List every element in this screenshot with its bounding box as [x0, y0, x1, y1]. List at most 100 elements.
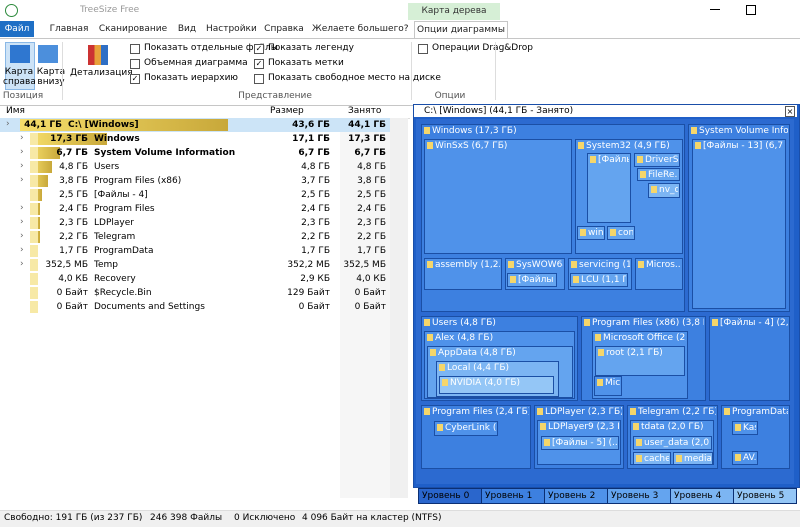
- expander[interactable]: ›: [20, 161, 24, 171]
- ribbon-tab[interactable]: Желаете большего?: [312, 24, 408, 34]
- checkbox-label[interactable]: Показать метки: [268, 58, 344, 68]
- treemap-node[interactable]: [634, 153, 680, 167]
- checkbox[interactable]: ✓: [130, 74, 140, 84]
- treemap-label: Telegram (2,2 ГБ): [638, 407, 716, 417]
- folder-icon: [590, 156, 596, 163]
- treemap-node[interactable]: [541, 436, 619, 450]
- ribbon-tab[interactable]: Сканирование: [98, 24, 168, 34]
- treemap-node[interactable]: [692, 139, 786, 309]
- item-name[interactable]: Program Files: [94, 204, 155, 214]
- bar-stub: [30, 147, 38, 159]
- checkbox[interactable]: [418, 44, 428, 54]
- ribbon-tab[interactable]: Файл: [0, 21, 34, 37]
- checkbox[interactable]: [254, 74, 264, 84]
- checkbox[interactable]: ✓: [254, 59, 264, 69]
- checkbox-label[interactable]: Показать легенду: [268, 43, 354, 53]
- treemap-label: System32 (4,9 ГБ): [586, 141, 670, 151]
- treemap-label: [Файлы - 4] (2,5 ГБ): [720, 318, 788, 328]
- checkbox-label[interactable]: Показать отдельные файлы: [144, 43, 278, 53]
- treemap-node[interactable]: [633, 452, 671, 465]
- checkbox-label[interactable]: Объемная диаграмма: [144, 58, 248, 68]
- checkbox-label[interactable]: Показать иерархию: [144, 73, 239, 83]
- item-name[interactable]: Users: [94, 162, 120, 172]
- treemap-label: SysWOW64 (1,...: [516, 260, 563, 270]
- item-name[interactable]: Temp: [94, 260, 118, 270]
- folder-icon: [573, 276, 579, 283]
- treemap-node[interactable]: [439, 376, 554, 394]
- detail-icon: [88, 45, 108, 65]
- column-header[interactable]: Размер: [270, 106, 304, 116]
- treemap-label: Mic...: [605, 378, 620, 388]
- item-name[interactable]: [Файлы - 4]: [94, 190, 148, 200]
- minimize[interactable]: [710, 9, 720, 10]
- item-name[interactable]: Recovery: [94, 274, 136, 284]
- size-value: 2,2 ГБ: [301, 232, 330, 242]
- expander[interactable]: ›: [20, 203, 24, 213]
- item-name[interactable]: System Volume Information: [94, 148, 236, 158]
- window-title: TreeSize Free: [80, 5, 140, 15]
- treemap-node[interactable]: [424, 258, 502, 290]
- treemap-node[interactable]: [709, 316, 790, 401]
- column-header[interactable]: Имя: [6, 106, 25, 116]
- size-label: 2,5 ГБ: [59, 190, 88, 200]
- ribbon-tab[interactable]: Настройки: [206, 24, 256, 34]
- item-name[interactable]: Telegram: [94, 232, 136, 242]
- treemap-label: Micros...: [646, 260, 681, 270]
- treemap-node[interactable]: [421, 405, 531, 469]
- maximize[interactable]: [746, 5, 756, 15]
- size-label: 17,3 ГБ: [50, 134, 88, 144]
- checkbox-label[interactable]: Операции Drag&Drop: [432, 43, 533, 53]
- item-name[interactable]: Program Files (x86): [94, 176, 182, 186]
- treemap-node[interactable]: [507, 273, 557, 287]
- treemap-label: servicing (1,...: [579, 260, 630, 270]
- expander[interactable]: ›: [20, 231, 24, 241]
- detail-button[interactable]: Детализация: [70, 68, 133, 78]
- expander[interactable]: ›: [20, 175, 24, 185]
- folder-icon: [610, 229, 616, 236]
- group-separator: [62, 42, 63, 100]
- ribbon-tab[interactable]: Опции диаграммы: [414, 21, 508, 38]
- item-name[interactable]: LDPlayer: [94, 218, 134, 228]
- item-name[interactable]: Windows: [94, 134, 140, 144]
- treemap-label: nv_di...: [659, 185, 678, 195]
- position-button-label[interactable]: Карта справа: [3, 67, 35, 87]
- treemap-node[interactable]: [424, 139, 572, 254]
- item-name[interactable]: C:\ [Windows]: [68, 120, 139, 130]
- expander[interactable]: ›: [20, 245, 24, 255]
- expander[interactable]: ›: [20, 133, 24, 143]
- size-value: 3,7 ГБ: [301, 176, 330, 186]
- checkbox[interactable]: [130, 59, 140, 69]
- status-text: Свободно: 191 ГБ (из 237 ГБ): [4, 513, 143, 523]
- item-name[interactable]: ProgramData: [94, 246, 154, 256]
- treemap-node[interactable]: [673, 452, 713, 465]
- expander[interactable]: ›: [20, 217, 24, 227]
- allocated-column-bg: [340, 118, 390, 498]
- treemap-node[interactable]: [637, 168, 680, 181]
- checkbox[interactable]: [130, 44, 140, 54]
- treemap-label: ProgramData...: [732, 407, 788, 417]
- checkbox-label[interactable]: Показать свободное место на диске: [268, 73, 441, 83]
- treemap-node[interactable]: [434, 421, 498, 436]
- item-name[interactable]: $Recycle.Bin: [94, 288, 152, 298]
- treemap-node[interactable]: [633, 436, 712, 450]
- size-value: 4,8 ГБ: [301, 162, 330, 172]
- column-header[interactable]: Занято: [348, 106, 382, 116]
- treemap-node[interactable]: [595, 346, 685, 376]
- treemap-node[interactable]: [570, 273, 628, 287]
- status-text: 0 Исключено: [234, 513, 296, 523]
- ribbon-tab[interactable]: Вид: [177, 24, 197, 34]
- expander[interactable]: ›: [20, 259, 24, 269]
- allocated-value: 44,1 ГБ: [348, 120, 386, 130]
- expander[interactable]: ›: [6, 119, 10, 129]
- ribbon-tab[interactable]: Справка: [264, 24, 304, 34]
- size-value: 2,3 ГБ: [301, 218, 330, 228]
- allocated-value: 4,8 ГБ: [357, 162, 386, 172]
- treemap-close[interactable]: ×: [785, 106, 795, 117]
- treemap-label: LDPlayer (2,3 ГБ): [545, 407, 622, 417]
- checkbox[interactable]: ✓: [254, 44, 264, 54]
- ribbon-tab[interactable]: Главная: [49, 24, 89, 34]
- item-name[interactable]: Documents and Settings: [94, 302, 205, 312]
- expander[interactable]: ›: [20, 147, 24, 157]
- treemap-node[interactable]: [587, 153, 631, 223]
- position-button-label[interactable]: Карта внизу: [36, 67, 66, 87]
